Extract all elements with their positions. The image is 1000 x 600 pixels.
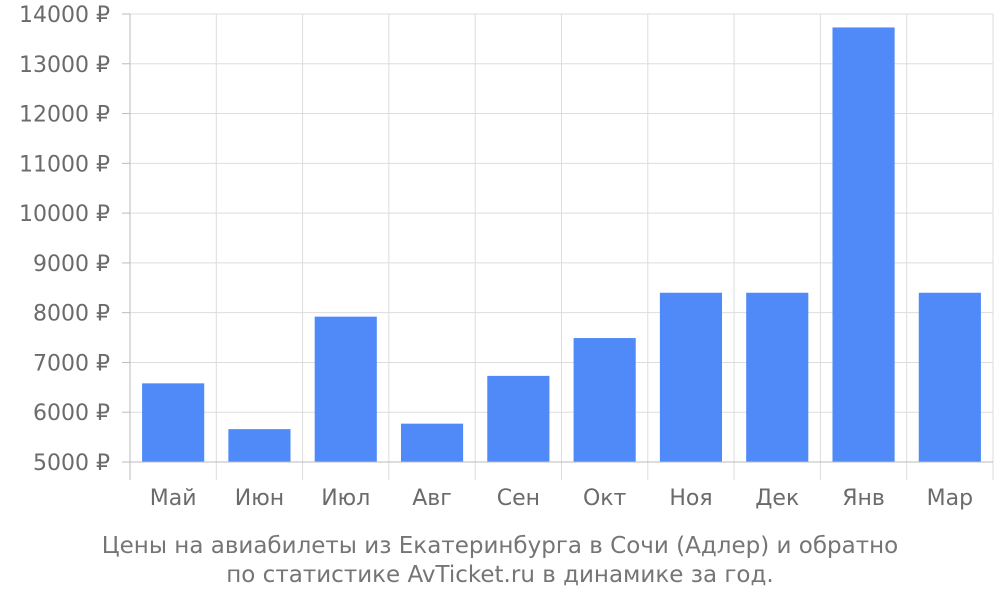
bar-10 <box>918 292 981 462</box>
x-tick-label: Окт <box>583 486 627 511</box>
x-tick-label: Мар <box>927 486 973 511</box>
y-tick-label: 6000 ₽ <box>33 401 110 426</box>
x-tick-label: Янв <box>842 486 885 511</box>
y-tick-label: 5000 ₽ <box>33 451 110 476</box>
y-tick-label: 11000 ₽ <box>19 152 110 177</box>
bar-9 <box>832 27 895 462</box>
bar-4 <box>400 423 464 462</box>
x-tick-label: Авг <box>412 486 452 511</box>
bar-3 <box>314 316 377 462</box>
x-tick-label: Дек <box>755 486 799 511</box>
axes <box>122 13 993 463</box>
bar-7 <box>659 292 723 462</box>
y-tick-label: 10000 ₽ <box>19 202 110 227</box>
x-tick-label: Июл <box>321 486 370 511</box>
bar-1 <box>142 383 205 462</box>
y-tick-label: 9000 ₽ <box>33 252 110 277</box>
y-tick-label: 8000 ₽ <box>33 302 110 327</box>
bar-chart: 5000 ₽ 6000 ₽ 7000 ₽ 8000 ₽ 9000 ₽ 10000 ₽ 110… <box>19 3 994 511</box>
bar-6 <box>573 338 636 462</box>
y-tick-label: 13000 ₽ <box>19 53 110 78</box>
bars <box>142 27 981 462</box>
x-axis-labels: Май Июн Июл Авг Сен Окт Ноя Дек Янв Мар <box>150 486 973 511</box>
grid-lines <box>129 13 994 480</box>
y-tick-label: 14000 ₽ <box>19 3 110 28</box>
bar-5 <box>487 375 550 462</box>
x-tick-label: Сен <box>497 486 540 511</box>
x-tick-label: Май <box>150 486 197 511</box>
x-tick-label: Ноя <box>669 486 712 511</box>
bar-2 <box>228 429 291 462</box>
y-tick-label: 7000 ₽ <box>33 351 110 376</box>
x-tick-label: Июн <box>235 486 284 511</box>
y-tick-label: 12000 ₽ <box>19 103 110 128</box>
bar-8 <box>746 292 809 462</box>
y-axis-labels: 5000 ₽ 6000 ₽ 7000 ₽ 8000 ₽ 9000 ₽ 10000 ₽ 110… <box>19 3 110 476</box>
chart-caption-line-2: по статистике AvTicket.ru в динамике за … <box>226 562 774 588</box>
chart-caption-line-1: Цены на авиабилеты из Екатеринбурга в Со… <box>101 533 899 559</box>
